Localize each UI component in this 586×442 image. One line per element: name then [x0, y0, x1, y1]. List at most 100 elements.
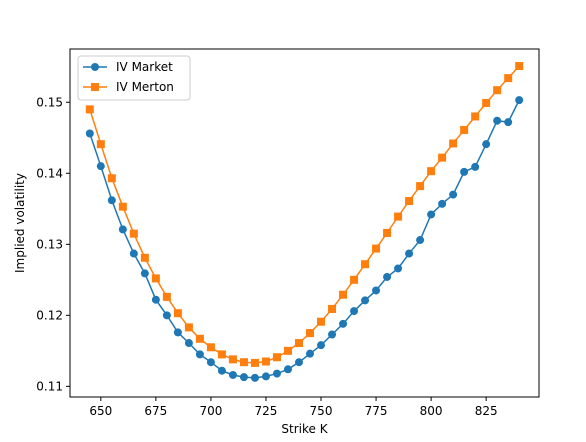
data-point [85, 105, 94, 114]
data-point [317, 341, 326, 350]
legend-marker [91, 83, 99, 91]
data-point [140, 253, 149, 262]
data-point [195, 334, 204, 343]
y-axis-label: Implied volatility [13, 173, 27, 273]
x-tick-label: 725 [255, 404, 278, 418]
legend-marker [91, 63, 99, 71]
data-point [372, 244, 381, 253]
data-point [317, 317, 326, 326]
data-point [96, 162, 105, 171]
y-tick-label: 0.11 [36, 379, 63, 393]
data-point [515, 62, 524, 71]
data-point [294, 358, 303, 367]
data-point [339, 319, 348, 328]
data-point [283, 346, 292, 355]
x-tick-label: 775 [365, 404, 388, 418]
series-iv-merton [85, 62, 524, 367]
series-line [89, 65, 520, 364]
data-point [217, 366, 226, 375]
plot-area [69, 48, 540, 398]
data-point [283, 365, 292, 374]
data-point [206, 358, 215, 367]
data-point [151, 274, 160, 283]
data-point [129, 249, 138, 258]
data-point [118, 202, 127, 211]
x-tick-label: 800 [420, 404, 443, 418]
data-point [438, 199, 447, 208]
data-point [361, 260, 370, 269]
data-point [405, 249, 414, 258]
data-point [493, 116, 502, 125]
data-point [162, 292, 171, 301]
data-point [427, 210, 436, 219]
data-point [504, 74, 513, 83]
data-point [162, 311, 171, 320]
data-point [250, 358, 259, 367]
data-point [306, 349, 315, 358]
data-point [306, 329, 315, 338]
legend-label: IV Market [116, 60, 173, 74]
data-point [239, 358, 248, 367]
data-point [405, 196, 414, 205]
data-point [328, 330, 337, 339]
data-point [118, 225, 127, 234]
data-point [383, 228, 392, 237]
x-axis-label: Strike K [281, 422, 328, 436]
data-point [107, 174, 116, 183]
data-point [151, 295, 160, 304]
data-point [228, 370, 237, 379]
data-point [250, 373, 259, 382]
data-point [449, 190, 458, 199]
data-point [173, 309, 182, 318]
data-point [228, 355, 237, 364]
data-point [294, 339, 303, 348]
data-point [482, 98, 491, 107]
x-tick-label: 700 [199, 404, 222, 418]
data-point [129, 229, 138, 238]
series-line [89, 99, 520, 379]
data-point [427, 167, 436, 176]
legend: IV Market IV Merton [77, 55, 191, 101]
data-point [416, 236, 425, 245]
data-point [339, 290, 348, 299]
data-point [350, 275, 359, 284]
x-tick-label: 675 [144, 404, 167, 418]
data-point [504, 118, 513, 127]
legend-label: IV Merton [116, 80, 174, 94]
data-point [195, 350, 204, 359]
data-point [261, 372, 270, 381]
data-point [261, 357, 270, 366]
x-tick-label: 750 [310, 404, 333, 418]
series-layer [85, 62, 524, 382]
data-point [416, 182, 425, 191]
data-point [184, 323, 193, 332]
data-point [206, 343, 215, 352]
data-point [471, 112, 480, 121]
data-point [217, 350, 226, 359]
data-point [140, 269, 149, 278]
plot-frame [69, 48, 540, 398]
data-point [482, 140, 491, 149]
y-tick-label: 0.15 [36, 95, 63, 109]
ticks-layer: 650 675 700 725 750 775 800 825 0.11 0.12 0.13 0.14… [36, 95, 497, 418]
data-point [85, 129, 94, 138]
data-point [107, 196, 116, 205]
data-point [460, 167, 469, 176]
data-point [438, 153, 447, 162]
data-point [239, 373, 248, 382]
data-point [383, 272, 392, 281]
data-point [493, 86, 502, 95]
data-point [361, 296, 370, 305]
data-point [272, 369, 281, 378]
series-iv-market [85, 96, 524, 382]
y-tick-label: 0.12 [36, 308, 63, 322]
data-point [272, 353, 281, 362]
data-point [460, 125, 469, 134]
data-point [173, 328, 182, 337]
data-point [184, 339, 193, 348]
data-point [449, 139, 458, 148]
x-tick-label: 650 [89, 404, 112, 418]
data-point [96, 140, 105, 149]
data-point [515, 96, 524, 105]
